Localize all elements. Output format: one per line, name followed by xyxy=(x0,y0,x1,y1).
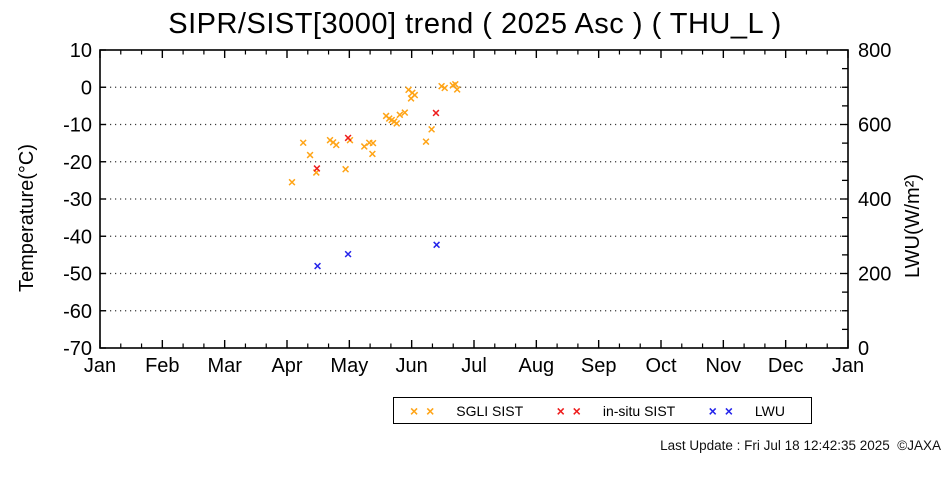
svg-text:Nov: Nov xyxy=(706,355,742,377)
svg-text:-60: -60 xyxy=(63,301,92,323)
lwu-marker-icon: × × xyxy=(708,402,735,419)
last-update-text: Last Update : Fri Jul 18 12:42:35 2025 ©… xyxy=(660,438,941,453)
svg-text:-30: -30 xyxy=(63,189,92,211)
svg-text:Apr: Apr xyxy=(271,355,302,377)
svg-text:Aug: Aug xyxy=(519,355,555,377)
svg-text:-70: -70 xyxy=(63,338,92,360)
svg-text:Feb: Feb xyxy=(145,355,179,377)
legend-item-sgli-sist: × × SGLI SIST xyxy=(410,403,523,419)
svg-text:Oct: Oct xyxy=(645,355,677,377)
insitu-sist-marker-icon: × × xyxy=(556,402,583,419)
legend-box: × × SGLI SIST × × in-situ SIST × × LWU xyxy=(393,397,812,424)
svg-text:May: May xyxy=(330,355,368,377)
chart-title: SIPR/SIST[3000] trend ( 2025 Asc ) ( THU… xyxy=(168,8,782,40)
svg-text:-10: -10 xyxy=(63,115,92,137)
legend-label: SGLI SIST xyxy=(456,402,524,419)
svg-text:Sep: Sep xyxy=(581,355,617,377)
svg-text:10: 10 xyxy=(70,40,92,62)
svg-text:Jan: Jan xyxy=(84,355,116,377)
svg-text:400: 400 xyxy=(858,189,891,211)
svg-text:Jan: Jan xyxy=(832,355,864,377)
svg-text:800: 800 xyxy=(858,40,891,62)
svg-text:-40: -40 xyxy=(63,226,92,248)
svg-text:0: 0 xyxy=(858,338,869,360)
legend-item-insitu-sist: × × in-situ SIST xyxy=(557,403,676,419)
svg-text:0: 0 xyxy=(81,77,92,99)
svg-text:Mar: Mar xyxy=(207,355,242,377)
svg-text:Dec: Dec xyxy=(768,355,804,377)
legend-label: LWU xyxy=(754,402,785,419)
legend-item-lwu: × × LWU xyxy=(709,403,785,419)
svg-text:-50: -50 xyxy=(63,264,92,286)
legend-label: in-situ SIST xyxy=(602,402,676,419)
svg-text:-20: -20 xyxy=(63,152,92,174)
svg-text:Jun: Jun xyxy=(396,355,428,377)
svg-text:200: 200 xyxy=(858,264,891,286)
svg-text:600: 600 xyxy=(858,115,891,137)
svg-text:Jul: Jul xyxy=(461,355,487,377)
sgli-sist-marker-icon: × × xyxy=(410,402,437,419)
